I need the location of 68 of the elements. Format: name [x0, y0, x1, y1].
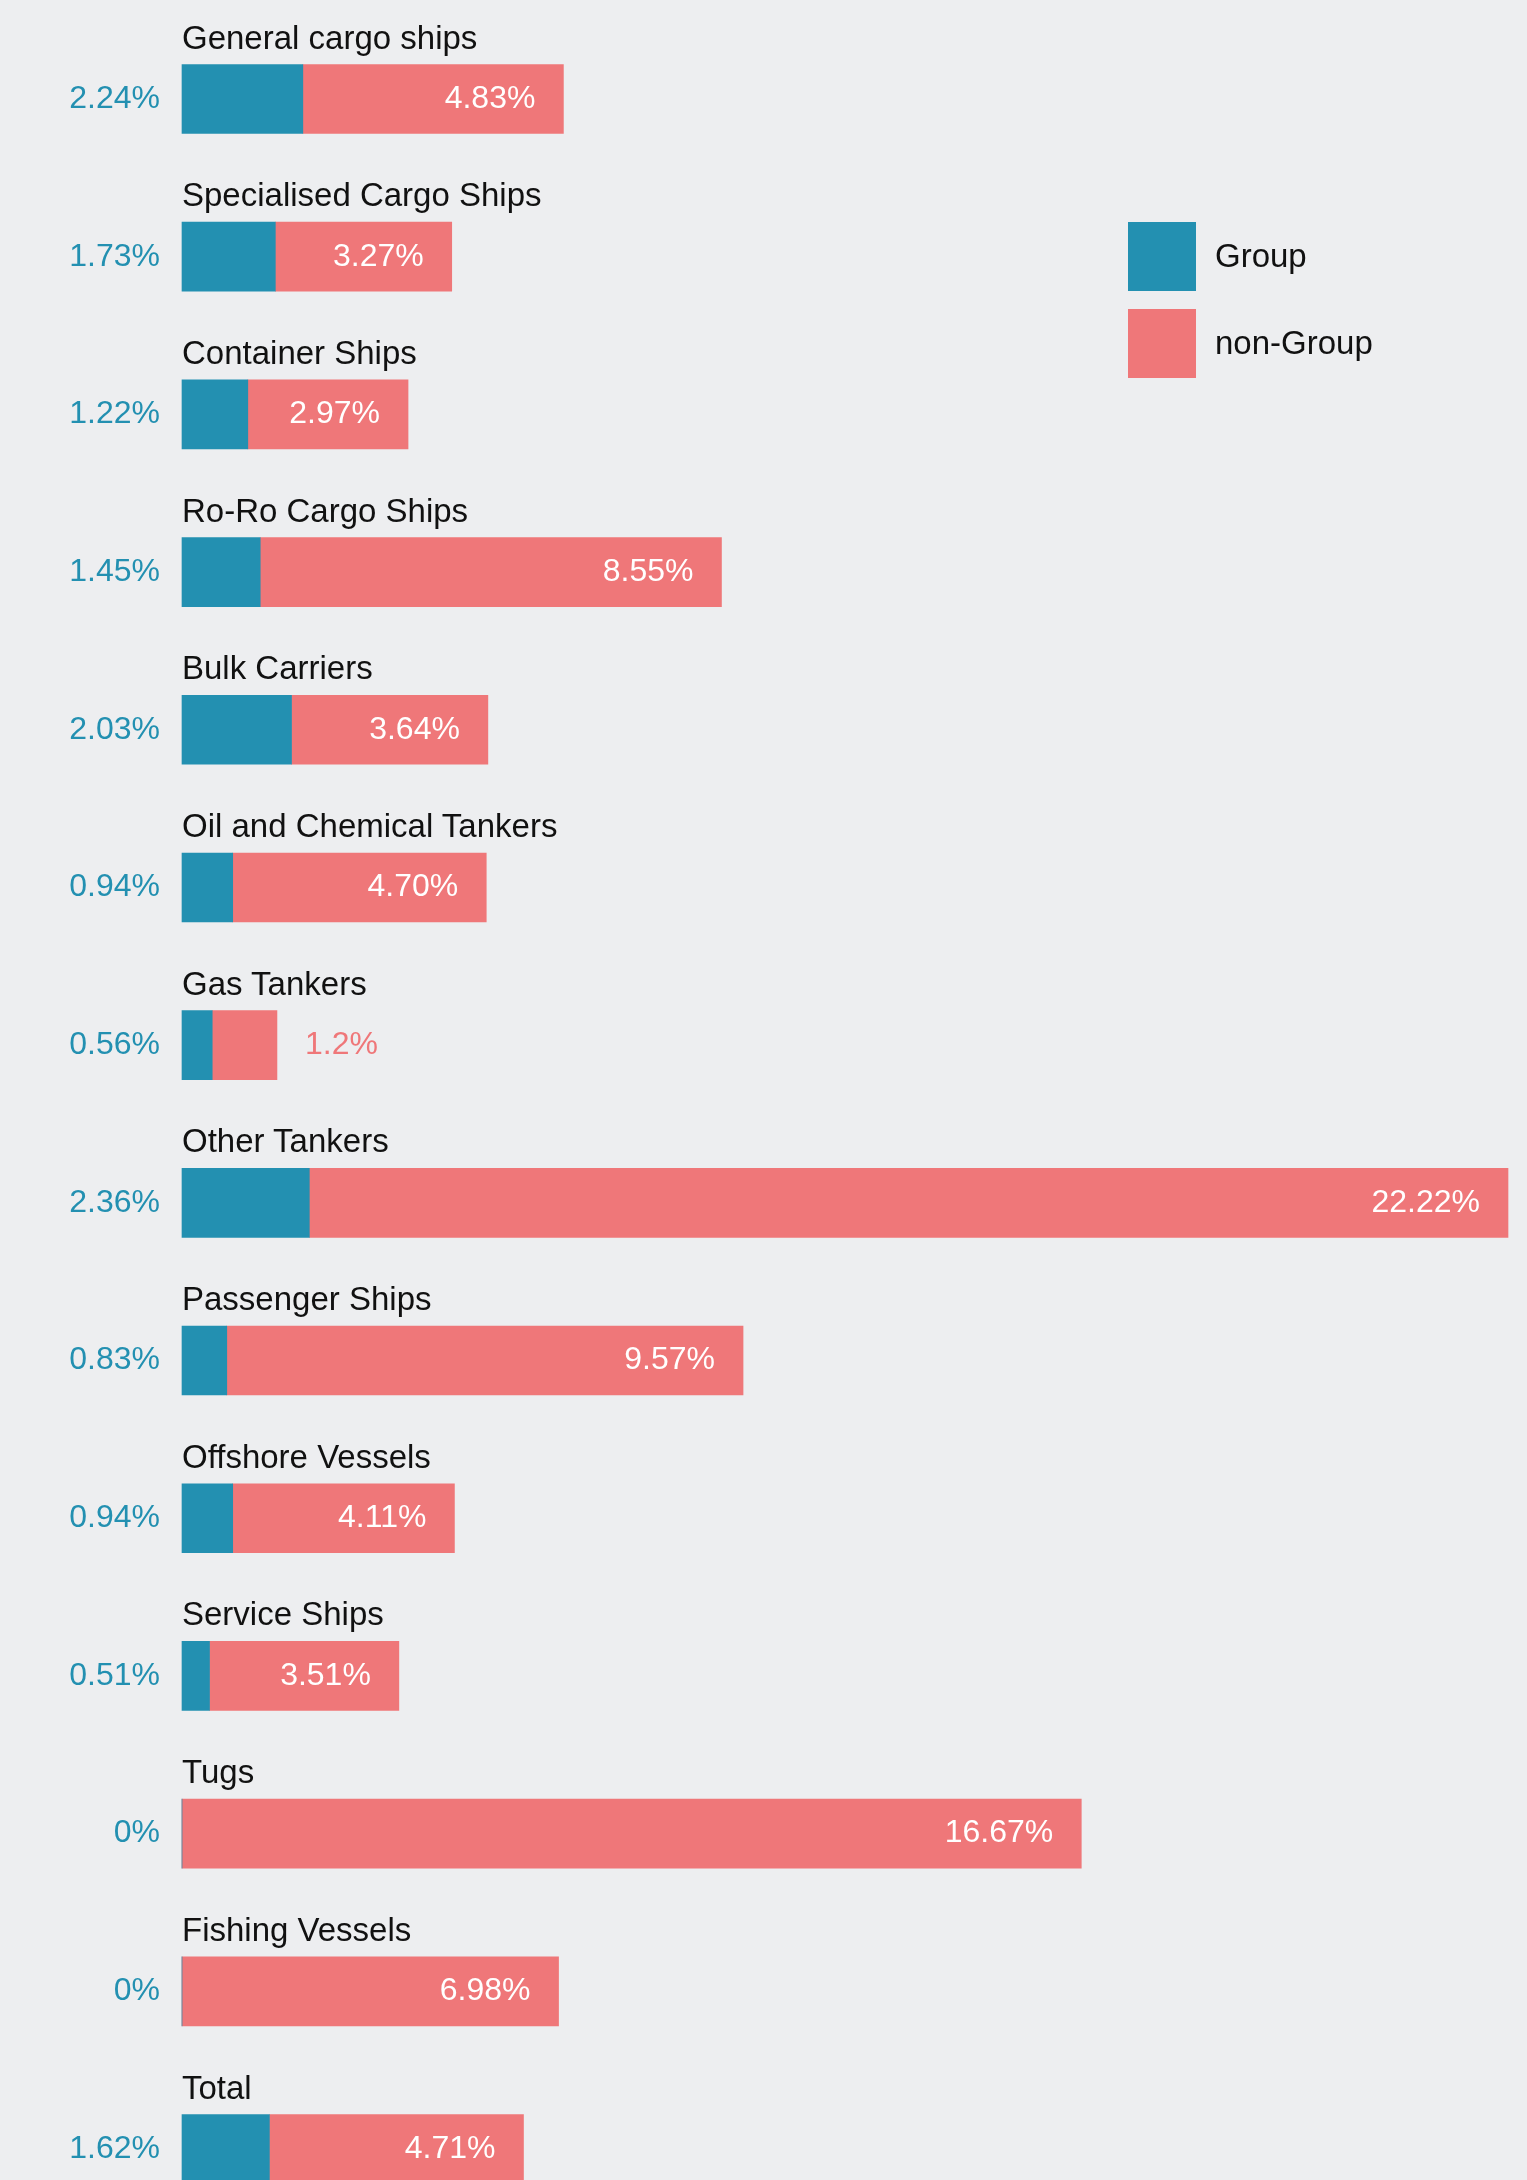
bar	[308, 1168, 1509, 1238]
data-label: 1.2%	[304, 1024, 378, 1061]
bar	[226, 1325, 744, 1396]
y-tick-label: Tugs	[182, 1753, 255, 1791]
legend-label: Group	[1215, 237, 1307, 275]
bar	[259, 537, 722, 607]
y-tick-label: Oil and Chemical Tankers	[182, 806, 558, 844]
bar	[181, 1641, 210, 1711]
data-label: 3.27%	[333, 236, 424, 273]
data-label: 1.45%	[69, 551, 160, 588]
bar	[211, 1010, 278, 1080]
data-label: 0%	[113, 1813, 160, 1850]
bar	[181, 1168, 310, 1238]
bar	[181, 537, 261, 607]
data-label: 4.70%	[367, 867, 459, 904]
data-label: 3.51%	[280, 1655, 371, 1692]
bar	[232, 1483, 455, 1554]
data-label: 0.83%	[69, 1340, 160, 1377]
data-label: 2.36%	[69, 1182, 160, 1219]
data-label: 2.24%	[69, 78, 160, 115]
y-tick-label: Offshore Vessels	[182, 1437, 431, 1475]
data-label: 4.11%	[338, 1498, 427, 1535]
bar	[291, 694, 489, 765]
y-tick-label: General cargo ships	[182, 18, 478, 56]
data-label: 2.03%	[69, 709, 160, 746]
data-label: 8.55%	[602, 551, 694, 588]
bar	[181, 1010, 213, 1080]
y-tick-label: Total	[182, 2068, 252, 2106]
bar	[275, 221, 453, 292]
y-tick-label: Bulk Carriers	[182, 649, 373, 687]
data-label: 0.51%	[69, 1655, 160, 1692]
bar	[247, 379, 409, 450]
y-tick-label: Other Tankers	[182, 1122, 389, 1160]
data-label: 1.62%	[69, 2128, 160, 2165]
y-tick-label: Fishing Vessels	[182, 1910, 412, 1948]
data-label: 4.83%	[444, 78, 536, 115]
data-label: 0.94%	[69, 867, 160, 904]
data-label: 0.94%	[69, 1498, 160, 1535]
data-label: 22.22%	[1371, 1182, 1480, 1219]
bar	[181, 1956, 559, 2027]
data-label: 3.64%	[369, 709, 460, 746]
y-tick-label: Ro-Ro Cargo Ships	[182, 491, 469, 529]
bar	[209, 1641, 400, 1711]
bar	[181, 852, 234, 923]
y-tick-label: Service Ships	[182, 1595, 384, 1633]
y-tick-label: Passenger Ships	[182, 1280, 432, 1318]
data-label: 4.71%	[404, 2128, 496, 2165]
bar	[232, 852, 487, 923]
bar	[302, 64, 564, 134]
data-label: 2.97%	[289, 394, 381, 431]
legend-label: non-Group	[1215, 324, 1373, 362]
bar	[181, 379, 249, 450]
data-label: 16.67%	[944, 1813, 1054, 1850]
data-label: 9.57%	[624, 1340, 716, 1377]
data-label: 1.22%	[69, 394, 160, 431]
data-label: 0%	[113, 1971, 160, 2008]
data-label: 1.73%	[69, 236, 160, 273]
bar	[181, 221, 276, 292]
bar	[181, 64, 304, 134]
bar	[181, 694, 292, 765]
y-tick-label: Specialised Cargo Ships	[182, 176, 542, 214]
y-tick-label: Gas Tankers	[182, 964, 367, 1002]
y-tick-label: Container Ships	[182, 333, 417, 371]
bar	[181, 1325, 228, 1396]
data-label: 6.98%	[439, 1971, 531, 2008]
bar	[181, 1483, 234, 1554]
data-label: 0.56%	[69, 1024, 160, 1061]
bar	[181, 1798, 1082, 1869]
